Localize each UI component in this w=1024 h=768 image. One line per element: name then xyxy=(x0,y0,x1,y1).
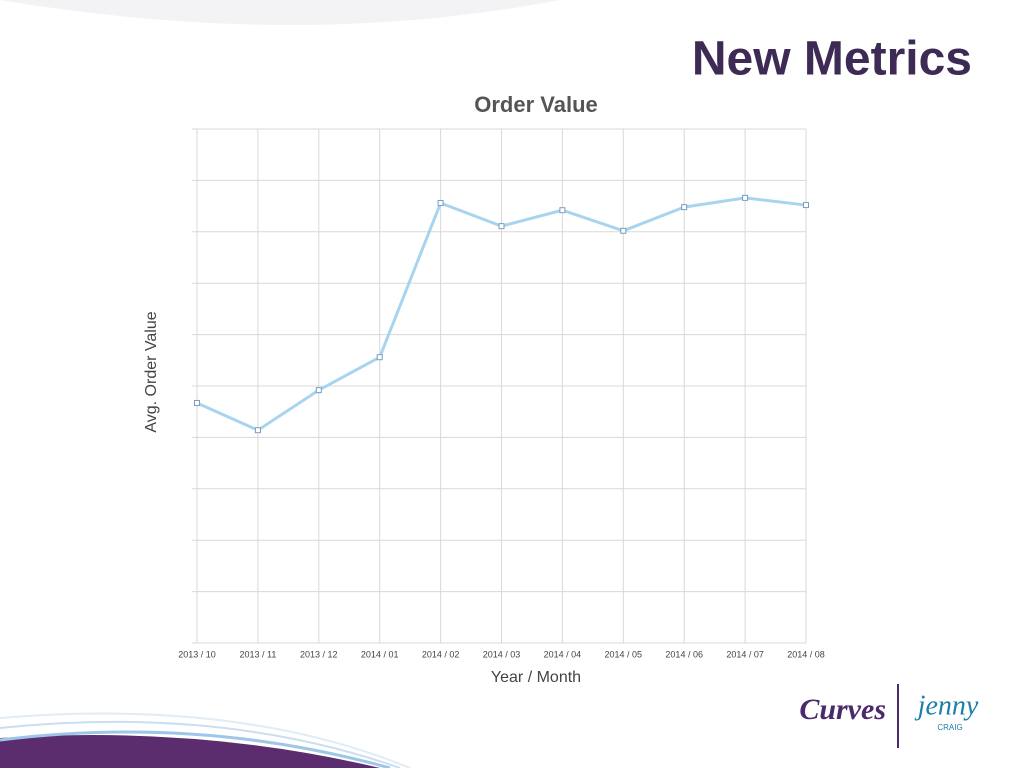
x-tick-label: 2013 / 10 xyxy=(178,649,216,659)
point xyxy=(620,227,627,234)
y-axis-label: Avg. Order Value xyxy=(143,311,160,432)
point xyxy=(315,387,322,394)
x-axis-label: Year / Month xyxy=(491,669,581,686)
x-tick-label: 2013 / 12 xyxy=(300,649,338,659)
chart-title: Order Value xyxy=(474,92,598,117)
bottom-swoosh xyxy=(0,734,380,768)
point xyxy=(376,354,383,361)
x-tick-label: 2014 / 07 xyxy=(726,649,764,659)
logo-text: jenny xyxy=(915,690,979,721)
bottom-swoosh-line xyxy=(0,712,411,768)
slide-title: New Metrics xyxy=(692,33,972,86)
point xyxy=(498,223,505,230)
logo-text: Curves xyxy=(799,693,886,726)
top-swoosh xyxy=(0,0,560,25)
point xyxy=(194,399,200,406)
logo-text: CRAIG xyxy=(937,723,962,732)
point xyxy=(254,427,261,434)
point xyxy=(559,207,566,214)
x-tick-label: 2014 / 08 xyxy=(787,649,825,659)
x-tick-label: 2014 / 03 xyxy=(483,649,521,659)
bottom-swoosh-line xyxy=(0,730,391,768)
x-tick-label: 2013 / 11 xyxy=(239,649,276,659)
point xyxy=(803,202,809,209)
point xyxy=(742,194,749,201)
x-tick-label: 2014 / 01 xyxy=(361,649,399,659)
point xyxy=(681,204,688,211)
x-tick-label: 2014 / 02 xyxy=(422,649,460,659)
x-tick-label: 2014 / 05 xyxy=(605,649,643,659)
bottom-swoosh-line xyxy=(0,720,401,768)
plot: 2013 / 10 2013 / 11 2013 / 12 2014 / 01 2014… xyxy=(178,128,825,659)
point xyxy=(437,200,444,207)
x-tick-label: 2014 / 04 xyxy=(544,649,582,659)
x-tick-label: 2014 / 06 xyxy=(665,649,703,659)
